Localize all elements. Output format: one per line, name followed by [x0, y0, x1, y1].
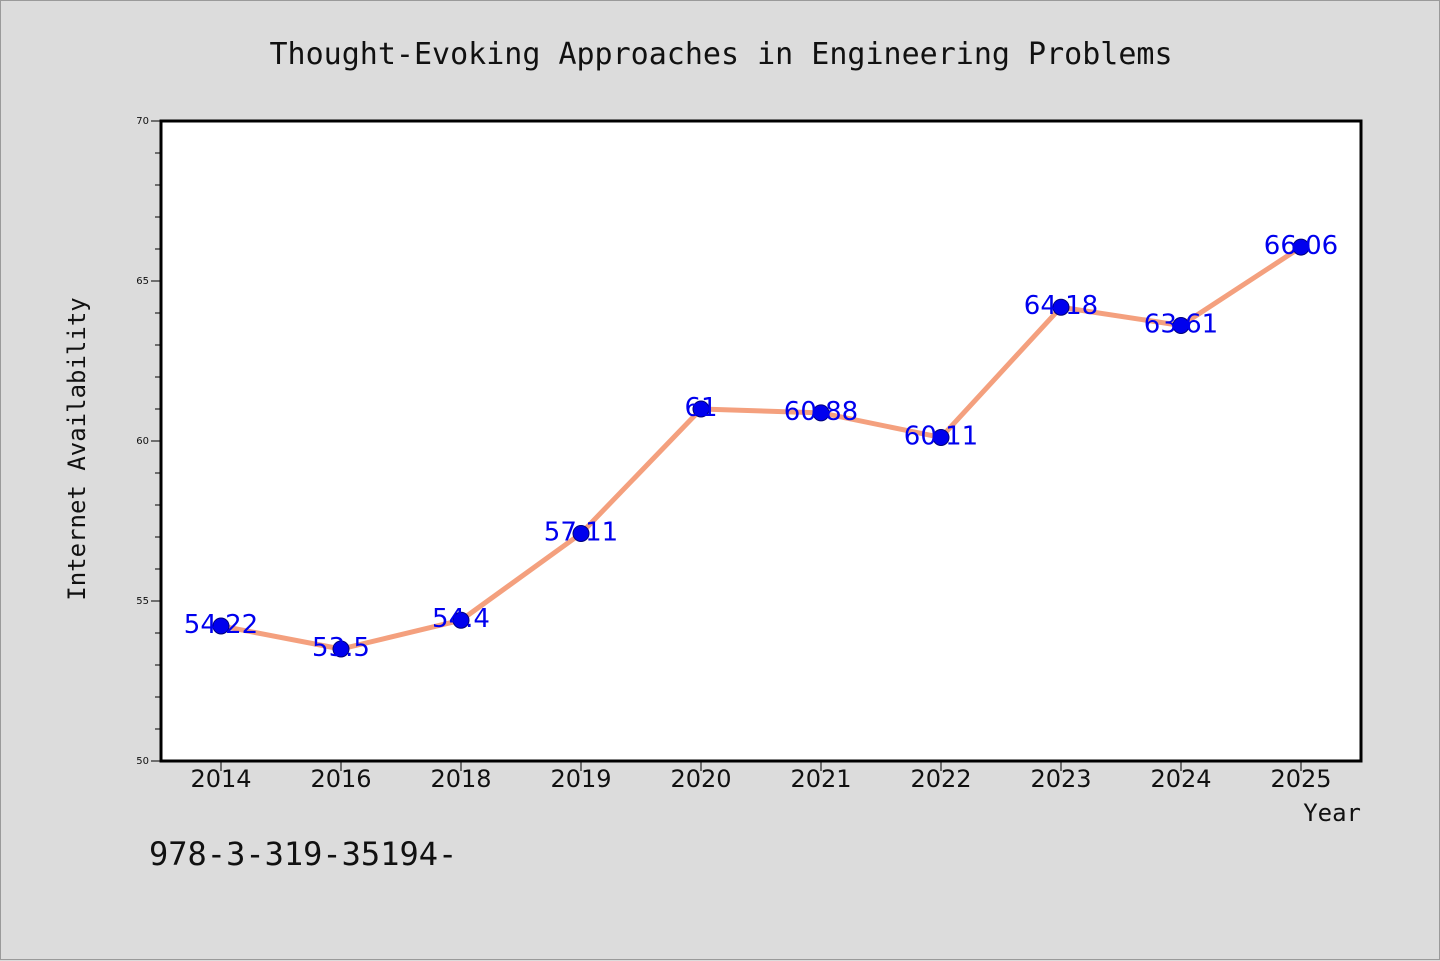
data-label: 57.11: [544, 517, 618, 547]
data-label: 60.88: [784, 397, 858, 427]
x-tick-label: 2020: [670, 765, 731, 793]
x-tick-label: 2021: [790, 765, 851, 793]
y-tick-label: 60: [136, 436, 149, 447]
data-label: 60.11: [904, 421, 978, 451]
data-point: [1172, 316, 1190, 334]
y-tick-label: 70: [136, 116, 149, 127]
data-point: [212, 617, 230, 635]
x-tick-label: 2022: [910, 765, 971, 793]
series-line: [220, 244, 1303, 652]
plot-border: [159, 119, 1363, 763]
x-tick-label: 2023: [1030, 765, 1091, 793]
x-tick-label: 2018: [430, 765, 491, 793]
series-markers: [212, 238, 1310, 658]
data-point: [1052, 298, 1070, 316]
data-label: 54.22: [184, 610, 258, 640]
footnote-isbn: 978-3-319-35194-: [149, 835, 457, 873]
data-point: [932, 428, 950, 446]
data-point: [452, 611, 470, 629]
data-point: [572, 524, 590, 542]
data-label: 64.18: [1024, 291, 1098, 321]
y-tick-label: 65: [136, 276, 149, 287]
x-axis-label: Year: [1303, 799, 1361, 827]
x-tick-label: 2024: [1150, 765, 1211, 793]
y-tick-label: 55: [136, 596, 149, 607]
data-label: 54.4: [432, 604, 490, 634]
y-tick-label: 50: [136, 756, 149, 767]
y-axis-ticks: 50 55 60 65 70: [136, 116, 161, 767]
data-point: [812, 404, 830, 422]
data-label: 66.06: [1264, 231, 1338, 261]
data-labels: 54.22 53.5 54.4 57.11 61 60.88 60.11 64.18 63.61…: [184, 231, 1338, 663]
y-axis-label: Internet Availability: [63, 297, 91, 600]
data-point: [332, 640, 350, 658]
data-label: 61: [684, 393, 717, 423]
x-tick-label: 2014: [190, 765, 251, 793]
x-tick-label: 2016: [310, 765, 371, 793]
x-tick-label: 2025: [1270, 765, 1331, 793]
data-point: [1292, 238, 1310, 256]
plot-area: [161, 121, 1361, 761]
data-label: 63.61: [1144, 309, 1218, 339]
data-point: [692, 400, 710, 418]
data-label: 53.5: [312, 633, 370, 663]
chart-title: Thought-Evoking Approaches in Engineerin…: [269, 37, 1172, 72]
x-tick-label: 2019: [550, 765, 611, 793]
x-axis-ticks: 2014 2016 2018 2019 2020 2021 2022 2023 2024 2025: [190, 761, 1332, 793]
